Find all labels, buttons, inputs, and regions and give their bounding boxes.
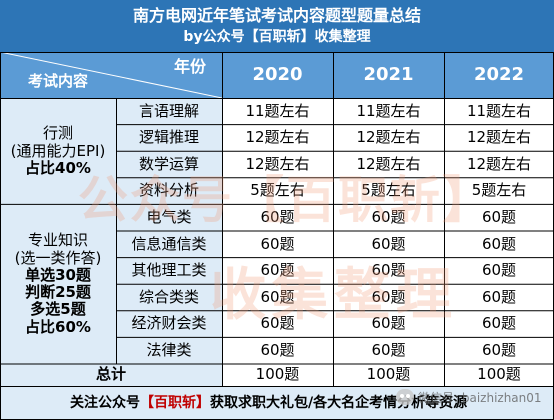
group-bold-line: 多选5题	[30, 300, 86, 319]
header-year-2022: 2022	[444, 52, 554, 98]
question-count-cell: 60题	[444, 337, 554, 364]
question-count-cell: 60题	[333, 337, 444, 364]
question-count-cell: 12题左右	[222, 151, 333, 178]
footer-text-before: 关注公众号	[70, 394, 140, 411]
header-year-2020: 2020	[222, 52, 333, 98]
subject-label: 逻辑推理	[116, 124, 222, 152]
group-line: (通用能力EPI)	[10, 141, 106, 160]
total-2022: 100题	[444, 364, 554, 386]
group-line: 行测	[42, 124, 73, 143]
header-year-2021: 2021	[333, 52, 444, 98]
group-cell-1: 专业知识 (选一类作答) 单选30题 判断25题 多选5题 占比60%	[0, 204, 116, 364]
question-count-cell: 60题	[333, 204, 444, 231]
question-count-cell: 60题	[333, 257, 444, 285]
question-count-cell: 60题	[444, 310, 554, 338]
group-bold-line: 判断25题	[25, 283, 91, 302]
group-line: (选一类作答)	[14, 248, 102, 267]
question-count-cell: 60题	[444, 284, 554, 311]
subject-label: 经济财会类	[116, 310, 222, 338]
group-cell-0: 行测 (通用能力EPI) 占比40%	[0, 98, 116, 205]
header-year-label: 年份	[173, 57, 206, 76]
question-count-cell: 60题	[222, 257, 333, 285]
footer-banner: 关注公众号 【百职斩】 获取求职大礼包/各大名企考情分析等资源	[0, 386, 554, 420]
question-count-cell: 60题	[444, 231, 554, 258]
question-count-cell: 60题	[222, 204, 333, 231]
question-count-cell: 60题	[444, 204, 554, 231]
question-count-cell: 11题左右	[222, 98, 333, 125]
question-count-cell: 60题	[333, 231, 444, 258]
question-count-cell: 12题左右	[333, 151, 444, 178]
question-count-cell: 12题左右	[444, 151, 554, 178]
subject-label: 综合类类	[116, 284, 222, 311]
wechat-id-text: 微信号: baizhizhan01	[418, 390, 542, 405]
question-count-cell: 11题左右	[444, 98, 554, 125]
question-count-cell: 60题	[333, 310, 444, 338]
subject-label: 其他理工类	[116, 257, 222, 285]
subject-label: 法律类	[116, 337, 222, 364]
subject-label: 言语理解	[116, 98, 222, 125]
wechat-id-tag: 微信号: baizhizhan01	[396, 386, 554, 408]
question-count-cell: 5题左右	[222, 177, 333, 205]
group-line: 专业知识	[27, 231, 88, 250]
question-count-cell: 60题	[222, 284, 333, 311]
question-count-cell: 12题左右	[333, 124, 444, 152]
group-bold-line: 占比40%	[25, 158, 91, 177]
subject-label: 资料分析	[116, 177, 222, 205]
question-count-cell: 5题左右	[444, 177, 554, 205]
subject-label: 信息通信类	[116, 231, 222, 258]
group-bold-line: 占比60%	[25, 317, 91, 336]
header-content-label: 考试内容	[28, 71, 89, 90]
total-2021: 100题	[333, 364, 444, 386]
table-subtitle: by公众号【百职斩】收集整理	[183, 28, 371, 45]
subject-label: 电气类	[116, 204, 222, 231]
question-count-cell: 60题	[444, 257, 554, 285]
header-corner: 年份 考试内容	[0, 52, 222, 98]
question-count-cell: 60题	[333, 284, 444, 311]
total-label: 总计	[0, 364, 222, 386]
question-count-cell: 11题左右	[333, 98, 444, 125]
table-title: 南方电网近年笔试考试内容题型题量总结	[132, 6, 421, 26]
total-2020: 100题	[222, 364, 333, 386]
question-count-cell: 5题左右	[333, 177, 444, 205]
footer-highlight: 【百职斩】	[140, 394, 210, 411]
question-count-cell: 12题左右	[222, 124, 333, 152]
wechat-icon	[396, 389, 414, 405]
question-count-cell: 12题左右	[444, 124, 554, 152]
corner-diagonal	[0, 52, 222, 98]
subject-label: 数学运算	[116, 151, 222, 178]
question-count-cell: 60题	[222, 231, 333, 258]
table-title-block: 南方电网近年笔试考试内容题型题量总结 by公众号【百职斩】收集整理	[0, 0, 554, 52]
question-count-cell: 60题	[222, 337, 333, 364]
question-count-cell: 60题	[222, 310, 333, 338]
group-bold-line: 单选30题	[25, 265, 91, 284]
